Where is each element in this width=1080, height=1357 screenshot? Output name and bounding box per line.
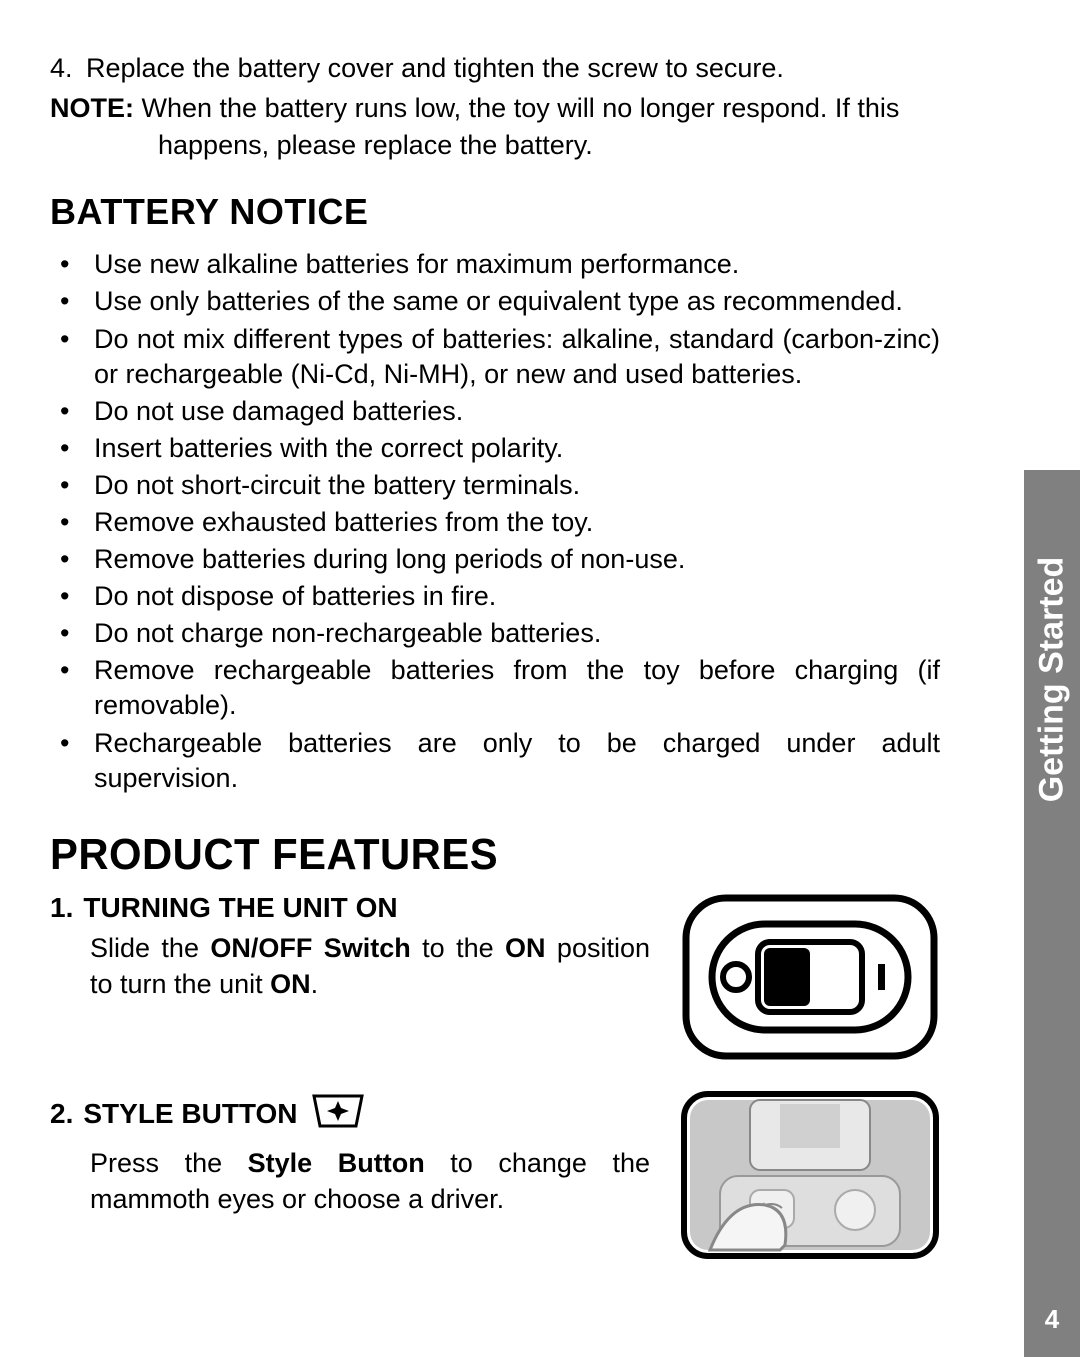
battery-notice-item: Do not short-circuit the battery termina…	[50, 468, 940, 503]
note-label: NOTE:	[50, 93, 134, 123]
feature-2-text: 2. STYLE BUTTON Press the Style Button t…	[50, 1090, 650, 1218]
battery-notice-item: Remove rechargeable batteries from the t…	[50, 653, 940, 723]
side-tab-label: Getting Started	[1033, 557, 1072, 803]
switch-diagram	[680, 892, 940, 1062]
feature-2-row: 2. STYLE BUTTON Press the Style Button t…	[50, 1090, 940, 1260]
feature-1-text: 1. TURNING THE UNIT ON Slide the ON/OFF …	[50, 892, 650, 1003]
feature-1-num: 1.	[50, 892, 73, 924]
step-4-number: 4.	[50, 50, 86, 86]
battery-notice-item: Do not dispose of batteries in fire.	[50, 579, 940, 614]
feature-2-heading: 2. STYLE BUTTON	[50, 1090, 650, 1139]
battery-notice-item: Insert batteries with the correct polari…	[50, 431, 940, 466]
battery-notice-item: Rechargeable batteries are only to be ch…	[50, 726, 940, 796]
step-4-text: Replace the battery cover and tighten th…	[86, 50, 784, 86]
note-line2: happens, please replace the battery.	[50, 127, 940, 163]
note-line1: When the battery runs low, the toy will …	[134, 93, 899, 123]
feature-1-title: TURNING THE UNIT ON	[83, 892, 397, 924]
sparkle-icon	[308, 1090, 368, 1139]
feature-2-body: Press the Style Button to change the mam…	[50, 1145, 650, 1218]
product-features-heading: PRODUCT FEATURES	[50, 830, 896, 880]
battery-notice-item: Use new alkaline batteries for maximum p…	[50, 247, 940, 282]
note-block: NOTE: When the battery runs low, the toy…	[50, 90, 940, 163]
step-4: 4. Replace the battery cover and tighten…	[50, 50, 940, 86]
battery-notice-list: Use new alkaline batteries for maximum p…	[50, 247, 940, 795]
feature-1-row: 1. TURNING THE UNIT ON Slide the ON/OFF …	[50, 892, 940, 1062]
battery-notice-item: Use only batteries of the same or equiva…	[50, 284, 940, 319]
feature-1-body: Slide the ON/OFF Switch to the ON positi…	[50, 930, 650, 1003]
page-number: 4	[1024, 1304, 1080, 1335]
feature-1-heading: 1. TURNING THE UNIT ON	[50, 892, 650, 924]
feature-2-num: 2.	[50, 1098, 73, 1130]
battery-notice-item: Remove exhausted batteries from the toy.	[50, 505, 940, 540]
battery-notice-item: Do not mix different types of batteries:…	[50, 322, 940, 392]
battery-notice-item: Do not charge non-rechargeable batteries…	[50, 616, 940, 651]
battery-notice-heading: BATTERY NOTICE	[50, 191, 940, 233]
style-button-photo	[680, 1090, 940, 1260]
side-tab: Getting Started 4	[1024, 470, 1080, 1357]
page-content: 4. Replace the battery cover and tighten…	[0, 0, 1000, 1328]
battery-notice-item: Remove batteries during long periods of …	[50, 542, 940, 577]
battery-notice-item: Do not use damaged batteries.	[50, 394, 940, 429]
feature-2-title: STYLE BUTTON	[83, 1098, 297, 1130]
